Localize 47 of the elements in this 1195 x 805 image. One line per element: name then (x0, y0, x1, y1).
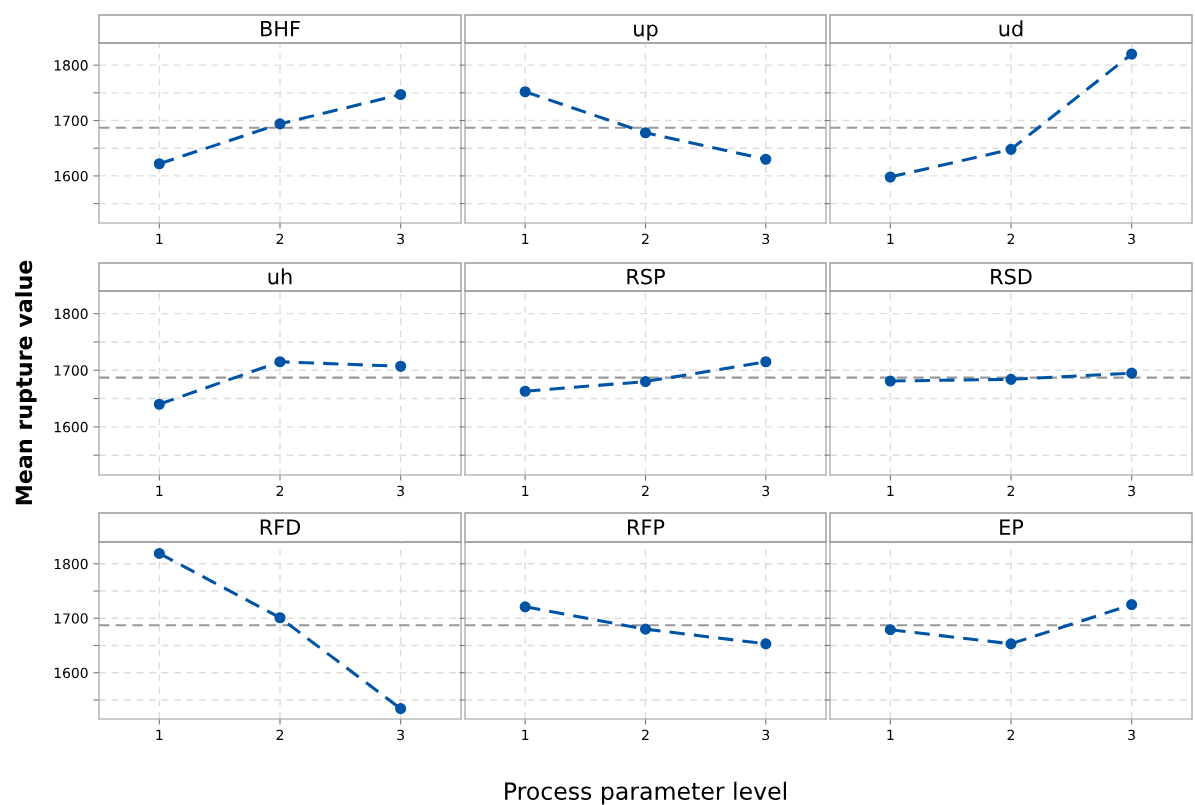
x-tick-label: 1 (156, 485, 163, 496)
x-tick-label: 3 (762, 729, 770, 741)
x-tick-label: 2 (276, 729, 284, 740)
y-axis-title: Mean rupture value (15, 260, 37, 505)
x-tick-label: 1 (522, 729, 529, 740)
x-tick-label: 3 (397, 485, 404, 497)
chart-title: RSD (991, 268, 1032, 285)
x-tick-label: 1 (156, 233, 163, 244)
y-tick-label: 1800 (54, 558, 88, 570)
chart-title: RSP (627, 268, 665, 285)
x-tick-label: 1 (156, 729, 163, 740)
x-tick-label: 2 (642, 233, 649, 244)
x-tick-label: 3 (397, 729, 404, 741)
chart-title: ud (999, 20, 1023, 37)
y-tick-label: 1700 (54, 613, 88, 624)
x-tick-label: 1 (887, 233, 894, 244)
y-tick-label: 1600 (54, 170, 88, 182)
y-tick-label: 1700 (54, 115, 88, 127)
chart-title: RFD (260, 519, 301, 535)
x-tick-label: 2 (1007, 729, 1015, 740)
x-tick-label: 2 (276, 485, 284, 496)
x-tick-label: 3 (1128, 485, 1135, 497)
chart-title: up (634, 24, 658, 41)
x-tick-label: 2 (642, 485, 649, 496)
x-tick-label: 2 (1007, 485, 1015, 496)
x-tick-label: 3 (1128, 729, 1135, 741)
chart-title: uh (268, 268, 292, 285)
x-axis-title: Process parameter level (505, 781, 786, 805)
y-tick-label: 1800 (54, 308, 88, 320)
x-tick-label: 3 (397, 233, 404, 245)
x-tick-label: 1 (522, 485, 529, 496)
x-tick-label: 1 (887, 729, 894, 740)
x-tick-label: 3 (762, 485, 770, 497)
y-tick-label: 1600 (54, 667, 88, 679)
x-tick-label: 2 (642, 729, 649, 740)
y-tick-label: 1600 (54, 421, 88, 433)
x-tick-label: 1 (522, 233, 529, 244)
y-tick-label: 1700 (54, 365, 88, 376)
x-tick-label: 2 (276, 233, 284, 244)
chart-title: RFP (628, 519, 665, 535)
x-tick-label: 3 (762, 233, 770, 245)
x-tick-label: 3 (1128, 233, 1135, 245)
chart-title: EP (1000, 519, 1024, 535)
x-tick-label: 2 (1007, 233, 1015, 244)
chart-title: BHF (261, 20, 300, 37)
x-tick-label: 1 (887, 485, 894, 496)
y-tick-label: 1800 (54, 60, 88, 71)
